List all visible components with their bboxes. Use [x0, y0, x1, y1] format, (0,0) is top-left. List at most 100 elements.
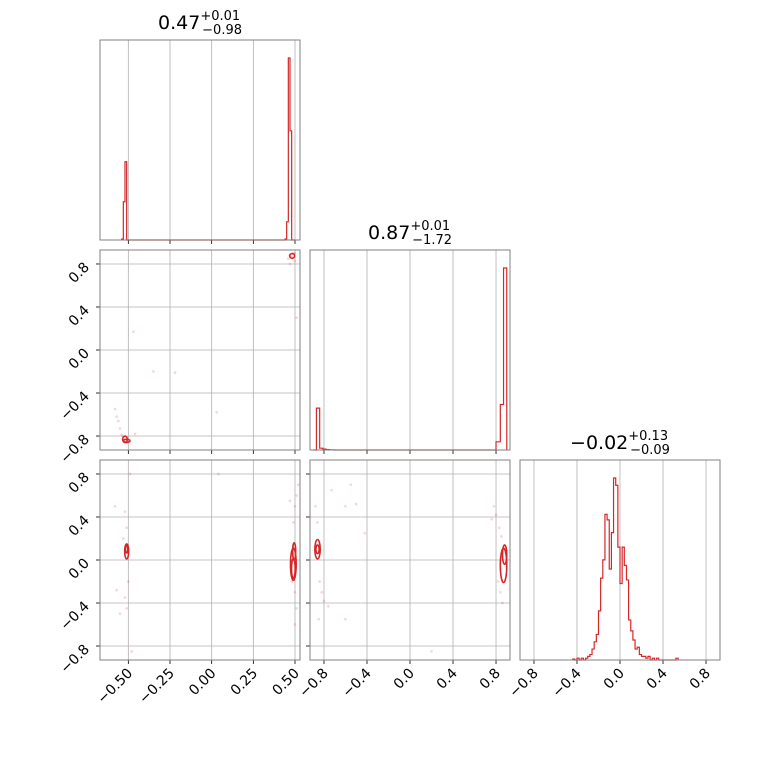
panels: −0.8 −0.4 0.0 0.4 0.8−0.8−0.40.00.40.8−0.50−…	[57, 39, 721, 708]
param-title-1: 0.47+0.01 −0.98	[158, 9, 242, 38]
y-tick-label: −0.4	[57, 598, 92, 633]
param-title-3: −0.02+0.13 −0.09	[570, 429, 670, 458]
sample-point	[320, 590, 324, 594]
x-tick-label: 0.8	[687, 666, 714, 693]
density-contour	[124, 544, 129, 554]
x-tick-label: 0.25	[228, 666, 261, 699]
axes-frame	[99, 249, 301, 451]
density-contour	[288, 252, 296, 260]
density-contour	[501, 544, 508, 566]
sample-point	[118, 427, 122, 430]
sample-point	[497, 526, 501, 530]
scatter-panel-2-3: −0.8 −0.4 0.0 0.4 0.8	[296, 459, 511, 701]
y-tick-label: −0.4	[57, 388, 92, 423]
sample-point	[430, 649, 433, 653]
sample-point	[173, 371, 177, 374]
x-tick-label: 0.0	[391, 666, 418, 693]
sample-point	[344, 504, 347, 508]
axes-frame	[309, 249, 511, 451]
hist-bar	[635, 649, 637, 660]
hist-step-line	[121, 57, 295, 241]
sample-point	[113, 407, 117, 411]
sample-point	[295, 606, 299, 610]
sample-point	[288, 499, 292, 503]
x-tick-label: −0.25	[136, 666, 178, 708]
title-lower-error: −0.98	[202, 23, 242, 38]
sample-point	[344, 617, 347, 621]
x-tick-label: −0.8	[296, 666, 331, 701]
x-tick-label: 0.4	[434, 665, 461, 692]
density-contour	[123, 543, 130, 560]
sample-point	[288, 262, 292, 266]
density-contour	[290, 558, 296, 580]
title-median: 0.47	[158, 12, 200, 34]
y-tick-label: −0.8	[57, 432, 92, 467]
y-tick-label: 0.4	[66, 512, 93, 539]
sample-point	[295, 316, 299, 320]
sample-point	[126, 580, 130, 583]
hist-bar	[609, 569, 611, 660]
hist-panel-2	[309, 249, 511, 454]
sample-point	[121, 537, 125, 540]
axes-frame	[519, 459, 721, 661]
sample-point	[293, 259, 297, 263]
x-tick-label: 0.4	[644, 665, 671, 692]
hist-panel-3: −0.8 −0.4 0.0 0.4 0.8	[506, 459, 721, 701]
sample-point	[118, 612, 122, 616]
sample-point	[216, 472, 220, 476]
sample-point	[123, 596, 127, 600]
sample-point	[125, 526, 129, 530]
sample-point	[295, 494, 299, 497]
x-tick-label: −0.4	[549, 665, 584, 700]
sample-point	[120, 433, 124, 437]
sample-point	[116, 419, 120, 423]
density-contour	[291, 541, 297, 561]
sample-point	[322, 599, 326, 603]
sample-point	[494, 513, 498, 517]
y-tick-label: 0.8	[66, 469, 93, 496]
sample-point	[293, 623, 297, 626]
sample-point	[130, 649, 134, 653]
sample-point	[125, 606, 129, 610]
sample-point	[363, 531, 367, 535]
sample-point	[293, 590, 297, 594]
sample-point	[115, 588, 119, 592]
axes-frame	[99, 459, 301, 661]
title-median: −0.02	[570, 432, 628, 454]
sample-point	[115, 415, 119, 419]
sample-point	[133, 432, 137, 436]
axes-frame	[309, 459, 511, 661]
sample-point	[330, 488, 333, 492]
sample-point	[496, 580, 500, 583]
title-lower-error: −1.72	[412, 233, 452, 248]
x-tick-label: −0.50	[95, 666, 137, 708]
sample-point	[293, 504, 297, 508]
sample-point	[326, 604, 330, 608]
sample-point	[151, 370, 155, 373]
scatter-panel-1-2: −0.8 −0.4 0.0 0.4 0.8	[57, 249, 301, 467]
y-tick-label: 0.8	[66, 259, 93, 286]
sample-point	[490, 517, 494, 521]
title-upper-error: +0.13	[628, 429, 668, 444]
x-tick-label: 0.00	[186, 666, 219, 699]
x-tick-label: −0.8	[506, 666, 541, 701]
sample-point	[318, 580, 322, 583]
titles: 0.47+0.01 −0.980.87+0.01 −1.72−0.02+0.13 −0…	[158, 9, 670, 458]
sample-point	[349, 483, 353, 487]
sample-point	[498, 590, 502, 594]
hist-bar	[496, 442, 500, 450]
sample-point	[113, 504, 117, 508]
sample-point	[492, 504, 496, 508]
axes-frame	[99, 39, 301, 241]
y-tick-label: 0.0	[66, 346, 93, 373]
y-tick-label: −0.8	[57, 642, 92, 677]
title-lower-error: −0.09	[630, 443, 670, 458]
sample-point	[286, 257, 290, 261]
title-upper-error: +0.01	[200, 9, 240, 24]
density-contour	[499, 547, 508, 584]
y-tick-label: 0.0	[66, 556, 93, 583]
hist-panel-1	[99, 39, 301, 244]
x-tick-label: 0.0	[601, 666, 628, 693]
density-contour	[122, 438, 131, 444]
